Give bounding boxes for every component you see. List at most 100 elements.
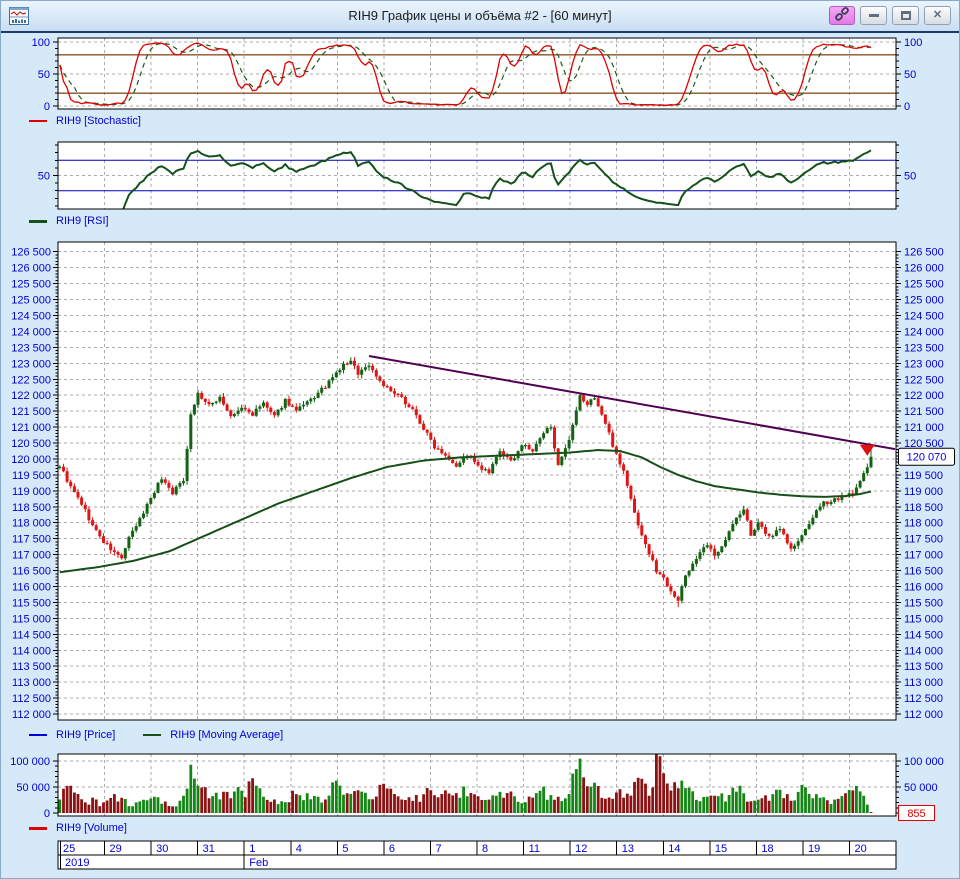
stochastic-legend-label: RIH9 [Stochastic]: [56, 115, 141, 127]
rsi-plot[interactable]: [53, 141, 901, 214]
svg-text:116 500: 116 500: [904, 566, 943, 578]
legend-rsi: RIH9 [RSI]: [29, 215, 109, 227]
svg-text:120 500: 120 500: [11, 438, 51, 450]
svg-text:50: 50: [38, 69, 50, 81]
svg-text:118 000: 118 000: [904, 518, 943, 530]
svg-text:20: 20: [855, 843, 867, 855]
svg-text:113 500: 113 500: [12, 661, 51, 673]
svg-text:Feb: Feb: [249, 857, 268, 869]
svg-text:8: 8: [482, 843, 488, 855]
svg-text:120 000: 120 000: [11, 454, 51, 466]
svg-text:50 000: 50 000: [904, 782, 938, 794]
svg-text:126 500: 126 500: [11, 247, 51, 259]
stochastic-plot[interactable]: [53, 37, 901, 110]
minimize-icon: [868, 14, 879, 17]
svg-text:123 500: 123 500: [904, 342, 944, 354]
svg-text:100: 100: [904, 37, 922, 49]
svg-text:115 500: 115 500: [904, 597, 943, 609]
down-arrow-marker: [859, 444, 875, 456]
volume-line-swatch: [29, 826, 47, 830]
titlebar-buttons: ✕: [829, 6, 951, 25]
svg-text:115 000: 115 000: [904, 613, 943, 625]
svg-text:25: 25: [63, 843, 75, 855]
svg-text:121 000: 121 000: [904, 422, 944, 434]
svg-text:114 000: 114 000: [904, 645, 943, 657]
svg-text:855: 855: [907, 808, 925, 820]
minimize-button[interactable]: [860, 6, 887, 25]
svg-text:31: 31: [203, 843, 215, 855]
legend-price: RIH9 [Price] RIH9 [Moving Average]: [29, 729, 283, 741]
svg-text:122 500: 122 500: [904, 374, 944, 386]
price-plot[interactable]: [53, 241, 901, 721]
close-button[interactable]: ✕: [924, 6, 951, 25]
svg-text:7: 7: [435, 843, 441, 855]
svg-text:122 500: 122 500: [11, 374, 51, 386]
svg-text:119 500: 119 500: [904, 470, 943, 482]
svg-text:2019: 2019: [65, 857, 89, 869]
titlebar[interactable]: RIH9 График цены и объёма #2 - [60 минут…: [1, 1, 959, 31]
last-volume-box: 855: [898, 805, 935, 821]
svg-text:117 000: 117 000: [904, 550, 943, 562]
svg-text:112 000: 112 000: [904, 709, 943, 721]
svg-text:5: 5: [342, 843, 348, 855]
svg-text:120 070: 120 070: [907, 452, 947, 464]
svg-text:123 000: 123 000: [904, 358, 944, 370]
svg-text:122 000: 122 000: [904, 390, 944, 402]
link-chart-button[interactable]: [829, 6, 855, 25]
svg-text:112 500: 112 500: [904, 693, 943, 705]
svg-text:126 000: 126 000: [11, 263, 51, 275]
svg-text:124 500: 124 500: [11, 310, 51, 322]
svg-text:118 500: 118 500: [904, 502, 943, 514]
volume-bars: [58, 754, 873, 813]
app-icon: [9, 7, 29, 25]
svg-text:0: 0: [904, 101, 910, 113]
legend-price-entry: RIH9 [Price]: [29, 729, 115, 741]
volume-plot[interactable]: [53, 749, 901, 817]
svg-text:119 500: 119 500: [12, 470, 51, 482]
svg-text:126 500: 126 500: [904, 247, 944, 259]
svg-text:12: 12: [575, 843, 587, 855]
svg-text:121 000: 121 000: [11, 422, 51, 434]
close-icon: ✕: [932, 9, 943, 21]
svg-text:125 500: 125 500: [11, 279, 51, 291]
svg-text:113 000: 113 000: [12, 677, 51, 689]
svg-text:113 000: 113 000: [904, 677, 943, 689]
svg-text:50 000: 50 000: [16, 782, 50, 794]
svg-text:122 000: 122 000: [11, 390, 51, 402]
svg-text:0: 0: [44, 101, 50, 113]
svg-text:100: 100: [32, 37, 50, 49]
restore-icon: [900, 11, 911, 20]
link-icon: [835, 7, 849, 24]
svg-text:114 500: 114 500: [12, 629, 51, 641]
timeline-axis[interactable]: [57, 840, 897, 870]
svg-text:118 500: 118 500: [12, 502, 51, 514]
legend-stochastic: RIH9 [Stochastic]: [29, 115, 141, 127]
stochastic-line-swatch: [29, 120, 47, 122]
restore-button[interactable]: [892, 6, 919, 25]
svg-text:116 500: 116 500: [12, 566, 51, 578]
price-line-swatch: [29, 734, 47, 736]
window-title: RIH9 График цены и объёма #2 - [60 минут…: [348, 8, 612, 23]
volume-legend-label: RIH9 [Volume]: [56, 822, 127, 834]
price-axis-labels: 126 500 126 500 126 000 126 000 125 500 125 5…: [11, 247, 944, 721]
svg-text:124 000: 124 000: [11, 326, 51, 338]
svg-text:114 500: 114 500: [904, 629, 943, 641]
volume-axis-labels: 100 000 100 000 50 000 50 000 0: [10, 756, 944, 820]
svg-text:100 000: 100 000: [904, 756, 944, 768]
svg-text:126 000: 126 000: [904, 263, 944, 275]
svg-text:116 000: 116 000: [904, 582, 943, 594]
stochastic-axis-labels: 100 100 50 50 0 0: [32, 37, 923, 113]
svg-text:118 000: 118 000: [12, 518, 51, 530]
svg-text:15: 15: [715, 843, 727, 855]
svg-text:115 000: 115 000: [12, 613, 51, 625]
svg-text:13: 13: [622, 843, 634, 855]
svg-text:125 500: 125 500: [904, 279, 944, 291]
legend-volume: RIH9 [Volume]: [29, 822, 127, 834]
svg-text:50: 50: [904, 171, 916, 183]
last-price-box: 120 070: [898, 447, 955, 466]
price-legend-label: RIH9 [Price]: [56, 729, 116, 741]
svg-text:124 000: 124 000: [904, 326, 944, 338]
svg-text:120 500: 120 500: [904, 438, 944, 450]
